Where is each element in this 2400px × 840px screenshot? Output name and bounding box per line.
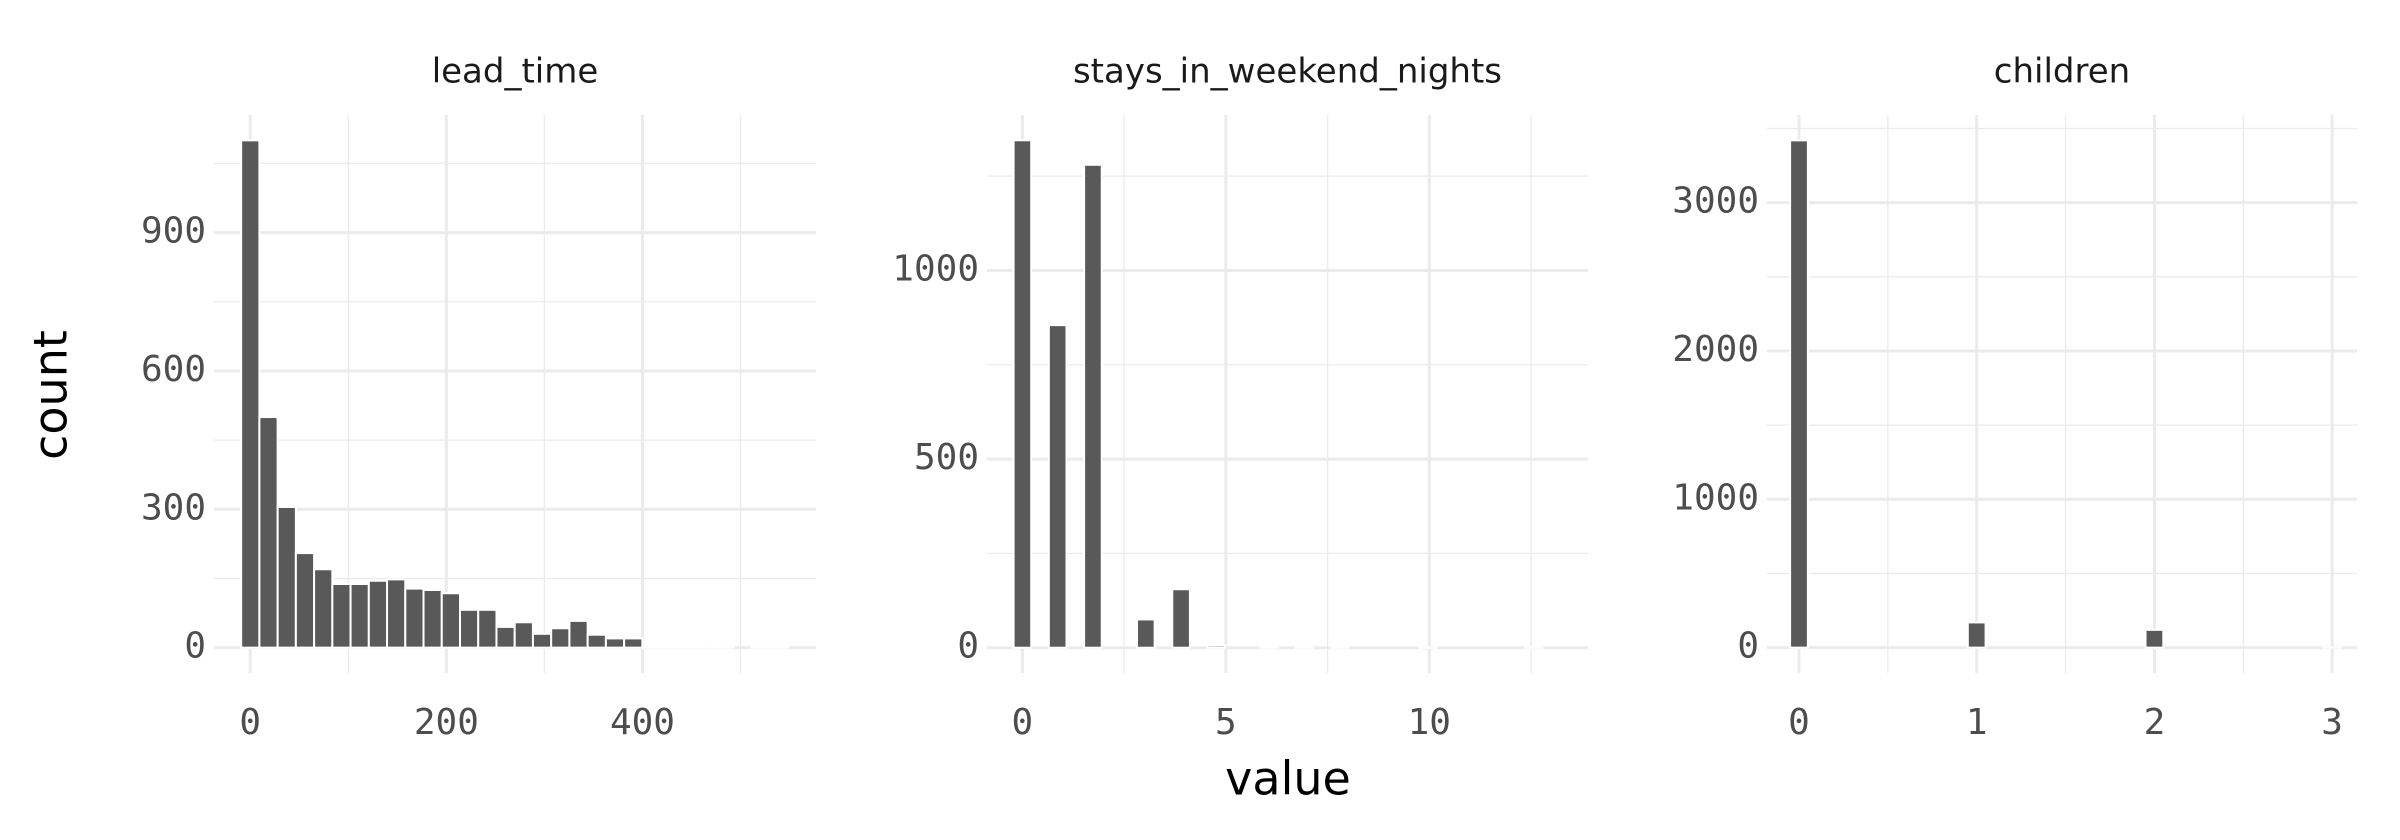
- bar: [550, 627, 571, 649]
- bar: [659, 645, 680, 649]
- y-tick-label: 600: [141, 349, 206, 390]
- bar: [586, 633, 607, 649]
- bar: [404, 587, 425, 649]
- bar: [240, 139, 261, 649]
- bar: [367, 579, 389, 649]
- y-tick-label: 3000: [1672, 181, 1759, 222]
- bar: [422, 588, 443, 649]
- x-tick-label: 0: [239, 702, 261, 743]
- x-tick-label: 3: [2321, 702, 2343, 743]
- bar: [1206, 644, 1227, 649]
- y-tick-label: 900: [141, 211, 206, 252]
- y-axis-label: count: [24, 330, 78, 460]
- x-tick-label: 0: [1012, 702, 1034, 743]
- bar: [1966, 621, 1987, 649]
- x-tick-label: 1: [1966, 702, 1988, 743]
- x-tick-label: 2: [2144, 702, 2166, 743]
- bar: [623, 637, 644, 649]
- x-axis-label: value: [1225, 752, 1351, 806]
- bar: [294, 552, 316, 649]
- panel-title: lead_time: [432, 52, 599, 92]
- y-tick-label: 300: [141, 487, 206, 528]
- y-tick-label: 2000: [1672, 329, 1759, 370]
- y-tick-label: 0: [1737, 626, 1759, 667]
- panel-title: children: [1994, 52, 2130, 92]
- bar: [1083, 163, 1103, 649]
- bar: [440, 592, 461, 649]
- bar: [568, 619, 589, 649]
- bar: [331, 582, 352, 649]
- bar: [1012, 139, 1033, 649]
- bar: [1047, 324, 1068, 649]
- bar: [1171, 588, 1191, 649]
- x-tick-label: 5: [1215, 702, 1237, 743]
- bar: [2144, 628, 2165, 649]
- bar: [604, 637, 626, 649]
- y-tick-label: 0: [957, 626, 979, 667]
- bar: [349, 582, 370, 649]
- bar: [641, 645, 662, 649]
- bar: [495, 625, 516, 649]
- bar: [258, 416, 279, 649]
- bar: [313, 568, 334, 649]
- bar: [276, 505, 297, 649]
- bar: [1136, 618, 1156, 649]
- x-tick-label: 10: [1408, 702, 1451, 743]
- bar: [458, 608, 480, 649]
- bar: [513, 621, 534, 649]
- bar: [386, 578, 407, 649]
- y-tick-label: 500: [914, 437, 979, 478]
- x-tick-label: 200: [414, 702, 479, 743]
- x-tick-label: 400: [610, 702, 675, 743]
- y-tick-label: 1000: [892, 248, 979, 289]
- bar: [1789, 139, 1809, 649]
- bar: [1259, 645, 1280, 649]
- bar: [677, 645, 699, 649]
- bar: [531, 632, 553, 649]
- y-tick-label: 0: [184, 626, 206, 667]
- panel-title: stays_in_weekend_nights: [1073, 52, 1502, 92]
- x-tick-label: 0: [1788, 702, 1810, 743]
- bar: [477, 608, 498, 649]
- y-tick-label: 1000: [1672, 477, 1759, 518]
